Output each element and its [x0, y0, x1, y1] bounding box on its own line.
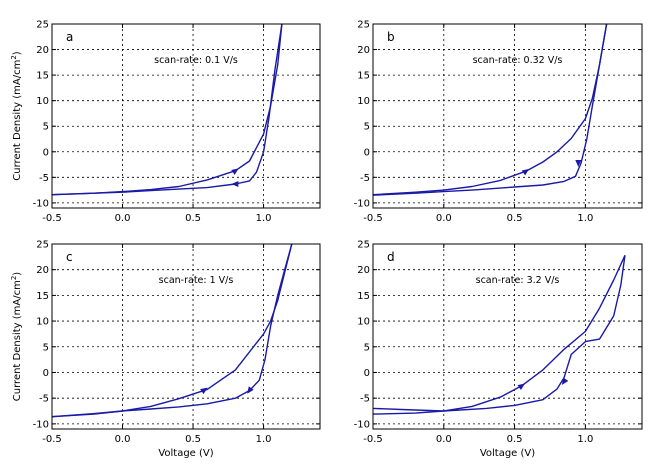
y-axis-label: Current Density (mA/cm2) — [10, 272, 23, 402]
gridlines — [51, 243, 320, 429]
panel-c: -0.5 0.0 0.5 1.0 -10 -5 0 5 10 15 20 25 c scan-rate: … — [10, 240, 321, 459]
panel-b: -0.5 0.0 0.5 1.0 -10 -5 0 5 10 15 20 25 b scan-rate: … — [354, 20, 643, 224]
reverse-sweep-line — [51, 243, 293, 418]
gridlines — [51, 23, 320, 208]
panel-letter: b — [387, 30, 395, 44]
sweep-direction-arrow-icon — [561, 377, 569, 385]
plot-frame — [51, 23, 321, 209]
y-tick-label: 0 — [43, 368, 49, 379]
y-tick-label: -5 — [360, 394, 370, 405]
y-tick-label: 5 — [43, 122, 49, 133]
x-tick-label: -0.5 — [42, 434, 62, 445]
y-tick-label: 0 — [43, 147, 49, 158]
plot-frame — [372, 243, 643, 430]
sweep-direction-arrow-icon — [247, 386, 254, 394]
x-tick-label: 1.0 — [577, 213, 593, 224]
y-tick-label: 0 — [364, 368, 370, 379]
sweep-direction-arrow-icon — [517, 383, 525, 390]
y-tick-label: 20 — [357, 45, 370, 56]
x-tick-label: 0.0 — [436, 213, 452, 224]
x-axis-label: Voltage (V) — [158, 448, 213, 459]
y-axis-label: Current Density (mA/cm2) — [10, 51, 23, 181]
forward-sweep-line — [372, 23, 608, 196]
plot-frame — [372, 23, 643, 209]
y-tick-label: 10 — [36, 317, 49, 328]
scan-rate-annotation: scan-rate: 0.1 V/s — [154, 55, 238, 66]
plot-frame — [51, 243, 321, 430]
x-tick-label: 0.5 — [507, 434, 523, 445]
x-tick-label: 0.5 — [185, 213, 201, 224]
y-tick-label: 25 — [357, 240, 370, 251]
x-axis-label: Voltage (V) — [480, 448, 535, 459]
panel-d: -0.5 0.0 0.5 1.0 -10 -5 0 5 10 15 20 25 d scan-rate: … — [354, 240, 643, 459]
sweep-direction-arrow-icon — [231, 181, 239, 187]
panel-letter: c — [66, 250, 73, 264]
y-tick-label: -10 — [354, 198, 370, 209]
x-tick-label: 1.0 — [256, 213, 272, 224]
x-tick-label: 1.0 — [256, 434, 272, 445]
scan-rate-annotation: scan-rate: 0.32 V/s — [473, 55, 563, 66]
y-tick-label: 10 — [36, 96, 49, 107]
x-tick-label: 1.0 — [577, 434, 593, 445]
y-tick-label: -5 — [39, 173, 49, 184]
y-tick-label: -5 — [39, 394, 49, 405]
x-tick-label: 0.0 — [115, 434, 131, 445]
y-tick-label: 10 — [357, 96, 370, 107]
y-tick-label: 5 — [364, 122, 370, 133]
y-tick-label: 5 — [364, 342, 370, 353]
sweep-direction-arrow-icon — [200, 387, 208, 395]
y-tick-label: -10 — [354, 419, 370, 430]
x-tick-label: -0.5 — [363, 434, 383, 445]
panel-letter: d — [387, 250, 395, 264]
x-tick-label: -0.5 — [42, 213, 62, 224]
y-axis-label-superscript: 2 — [10, 55, 18, 59]
y-tick-label: 5 — [43, 342, 49, 353]
y-tick-label: 10 — [357, 317, 370, 328]
y-axis-label-superscript: 2 — [10, 276, 18, 280]
y-tick-label: 20 — [36, 265, 49, 276]
sweep-direction-arrow-icon — [575, 160, 582, 167]
y-tick-label: 15 — [36, 291, 49, 302]
y-axis-label-text: Current Density (mA/cm — [12, 60, 23, 181]
x-tick-label: 0.5 — [185, 434, 201, 445]
x-tick-label: 0.5 — [507, 213, 523, 224]
y-tick-label: 15 — [36, 71, 49, 82]
scan-rate-annotation: scan-rate: 1 V/s — [159, 275, 234, 286]
y-tick-label: -10 — [33, 419, 49, 430]
y-tick-label: 25 — [36, 240, 49, 251]
y-tick-label: -5 — [360, 173, 370, 184]
y-axis-label-close: ) — [12, 272, 23, 276]
y-tick-label: 25 — [357, 20, 370, 31]
x-tick-label: 0.0 — [115, 213, 131, 224]
x-tick-label: 0.0 — [436, 434, 452, 445]
y-tick-label: 15 — [357, 291, 370, 302]
y-tick-label: -10 — [33, 198, 49, 209]
reverse-sweep-line — [372, 23, 608, 196]
x-tick-label: -0.5 — [363, 213, 383, 224]
panel-letter: a — [66, 30, 73, 44]
y-axis-label-close: ) — [12, 51, 23, 55]
y-tick-label: 25 — [36, 20, 49, 31]
reverse-sweep-line — [372, 255, 626, 412]
panel-a: -0.5 0.0 0.5 1.0 -10 -5 0 5 10 15 20 25 a scan-rate: … — [10, 20, 321, 224]
y-tick-label: 0 — [364, 147, 370, 158]
y-tick-label: 15 — [357, 71, 370, 82]
y-tick-label: 20 — [357, 265, 370, 276]
scan-rate-annotation: scan-rate: 3.2 V/s — [476, 275, 560, 286]
y-axis-label-text: Current Density (mA/cm — [12, 280, 23, 401]
sweep-direction-arrow-icon — [231, 168, 239, 175]
y-tick-label: 20 — [36, 45, 49, 56]
sweep-direction-arrow-icon — [521, 168, 530, 176]
